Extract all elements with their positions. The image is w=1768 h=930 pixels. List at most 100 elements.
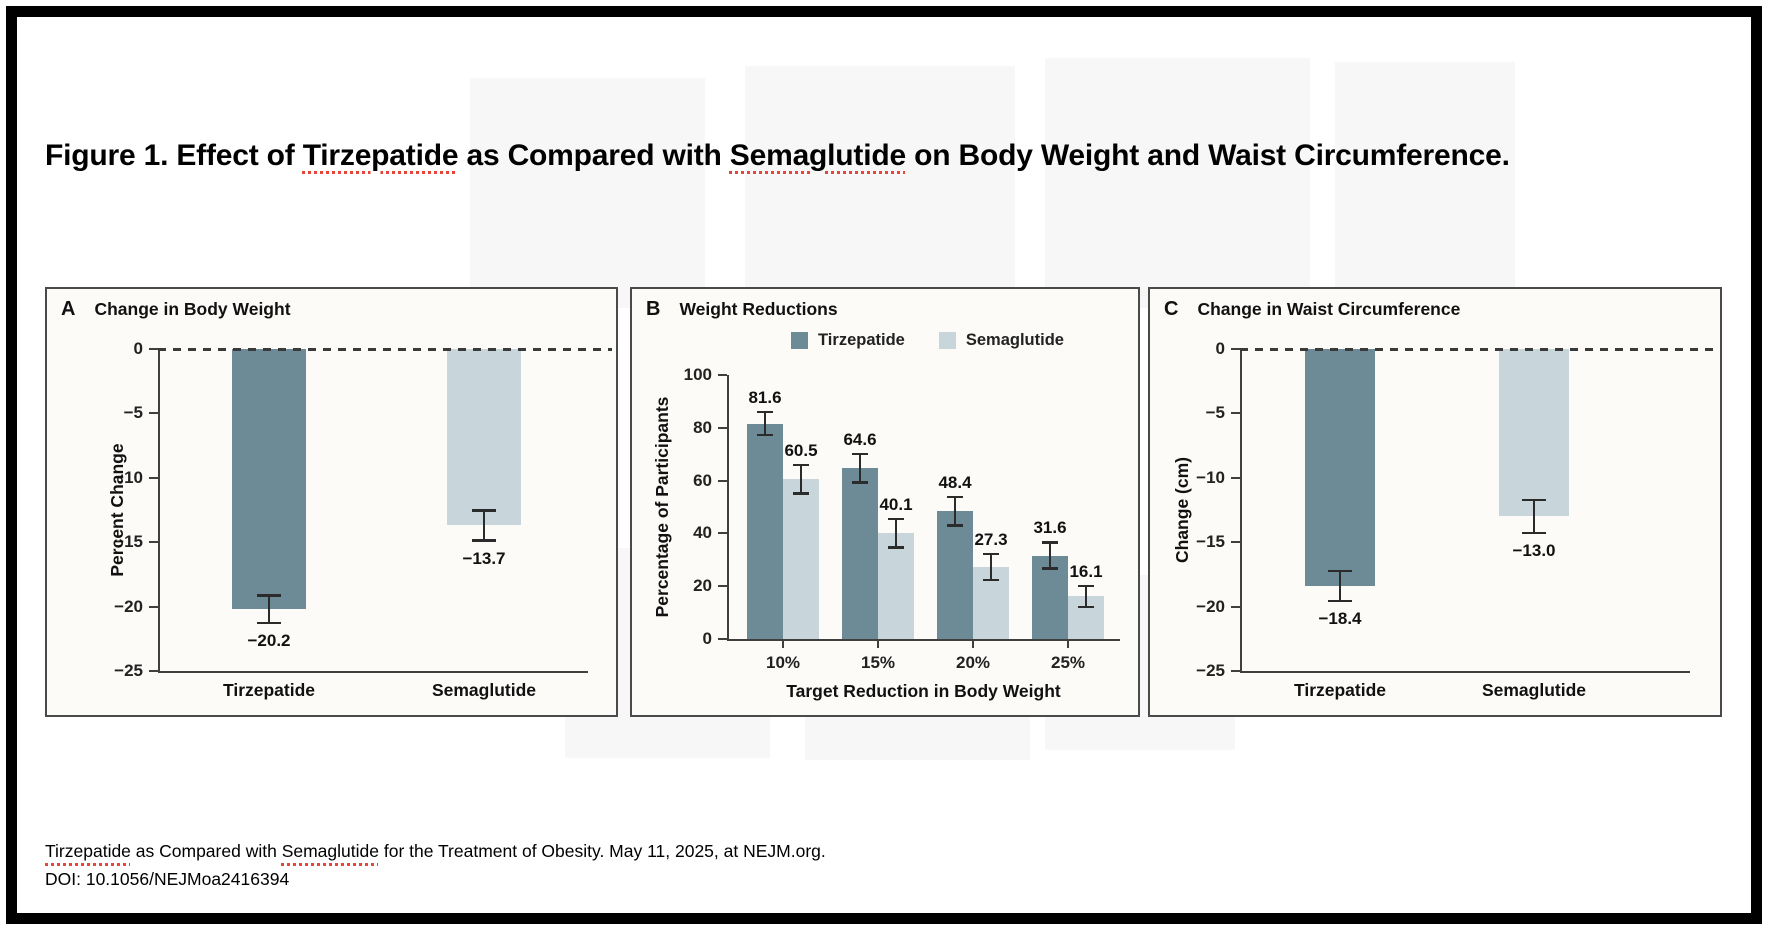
category-label: Semaglutide: [431, 680, 537, 700]
panel-c-letter: C: [1164, 298, 1179, 320]
title-text: Figure 1. Effect of: [45, 139, 303, 172]
zero-dashed-line: [1240, 347, 1716, 351]
error-bar-cap: [1522, 498, 1546, 502]
y-axis-title: Change (cm): [1172, 457, 1192, 563]
bar-tirzepatide: [937, 511, 973, 639]
title-text: on Body Weight and Waist Circumference.: [905, 139, 1510, 172]
error-bar-whisker: [800, 464, 802, 494]
y-tick: [718, 532, 727, 535]
y-tick: [718, 479, 727, 482]
legend-item: Tirzepatide: [791, 331, 905, 350]
panel-b-title: Weight Reductions: [679, 299, 838, 319]
y-tick-label: 80: [693, 417, 712, 437]
panel-c-header: C Change in Waist Circumference: [1164, 298, 1460, 321]
x-tick: [1067, 641, 1069, 648]
panel-c-chart: 0 −5 −10 −15 −20 −25 −18.4 Tirzepatide −13.0 Sema…: [1150, 289, 1720, 715]
bar-semaglutide: [1499, 349, 1569, 517]
error-bar-cap: [1522, 531, 1546, 535]
x-tick: [782, 641, 784, 648]
y-tick: [149, 412, 158, 415]
error-bar-whisker: [764, 411, 766, 436]
panel-b-chart: 0 20 40 60 80 100 81.6 64.6 48.4 31.6 60.5 40.1 27.3…: [632, 289, 1138, 715]
error-bar-whisker: [1049, 542, 1051, 569]
y-tick-label: −10: [114, 467, 143, 487]
error-bar-whisker: [895, 518, 897, 548]
y-axis-line: [158, 349, 160, 671]
y-tick: [1231, 670, 1240, 672]
value-label: −18.4: [1318, 609, 1362, 629]
panel-a-chart: 0 −5 −10 −15 −20 −25 −20.2 Tirzepatide −13.7 Sema…: [47, 289, 616, 715]
error-bar-cap: [472, 509, 496, 512]
watermark-block: [1335, 62, 1515, 310]
value-label: 64.6: [843, 429, 877, 449]
legend-label: Semaglutide: [965, 331, 1064, 349]
y-axis-title: Percent Change: [107, 443, 127, 577]
error-bar-cap: [757, 433, 773, 437]
legend-swatch-tirzepatide: [791, 332, 809, 349]
y-axis-line: [1240, 349, 1242, 671]
y-tick-label: −5: [123, 403, 143, 423]
legend: Tirzepatide Semaglutide: [727, 331, 1128, 350]
y-tick: [1231, 412, 1240, 415]
panel-a-change-in-body-weight: A Change in Body Weight 0 −5 −10 −15 −20 −25 −2…: [45, 287, 618, 717]
y-tick: [1231, 476, 1240, 479]
error-bar-cap: [947, 495, 963, 499]
citation-text: as Compared with: [130, 841, 282, 861]
figure-title: Figure 1. Effect of Tirzepatide as Compa…: [45, 139, 1510, 173]
error-bar-whisker: [1085, 585, 1087, 608]
value-label: 40.1: [879, 494, 913, 514]
watermark-block: [745, 66, 1015, 311]
y-tick: [718, 585, 727, 588]
bar-tirzepatide: [232, 349, 306, 610]
citation-text: for the Treatment of Obesity. May 11, 20…: [378, 841, 826, 861]
value-label: 31.6: [1033, 518, 1067, 538]
y-tick: [718, 638, 727, 640]
y-tick: [149, 670, 158, 672]
error-bar-cap: [852, 481, 868, 484]
bar-semaglutide: [878, 533, 914, 639]
error-bar-cap: [257, 594, 281, 597]
error-bar-cap: [852, 452, 868, 456]
y-tick: [149, 605, 158, 608]
y-tick-label: 100: [683, 365, 712, 384]
y-axis-line: [727, 375, 729, 639]
value-label: −13.7: [462, 548, 506, 568]
error-bar-cap: [1078, 584, 1094, 588]
value-label: 60.5: [784, 440, 818, 460]
watermark-block: [1045, 58, 1310, 308]
y-tick-label: 0: [133, 339, 143, 358]
error-bar-cap: [947, 524, 963, 527]
y-tick-label: −25: [1196, 661, 1225, 680]
y-tick: [1231, 605, 1240, 608]
error-bar-cap: [1042, 567, 1058, 570]
y-axis-title: Percentage of Participants: [652, 396, 672, 618]
error-bar-cap: [1328, 569, 1352, 573]
bar-tirzepatide: [842, 468, 878, 639]
y-tick-label: −10: [1196, 467, 1225, 487]
error-bar-cap: [757, 410, 773, 414]
panel-b-weight-reductions: B Weight Reductions 0 20 40 60 80 100 81.6 64.6 4…: [630, 287, 1140, 717]
x-tick: [877, 641, 879, 648]
category-label: 15%: [860, 653, 896, 672]
citation-drug-name-spellchecked: Semaglutide: [281, 841, 379, 861]
y-tick: [1231, 541, 1240, 544]
panel-a-letter: A: [61, 298, 76, 320]
footer-citation: Tirzepatide as Compared with Semaglutide…: [45, 841, 826, 862]
error-bar-cap: [1042, 541, 1058, 544]
panel-a-header: A Change in Body Weight: [61, 298, 291, 321]
x-axis-title: Target Reduction in Body Weight: [786, 681, 1061, 701]
category-label: Semaglutide: [1481, 680, 1587, 700]
x-tick: [972, 641, 974, 648]
footer-doi: DOI: 10.1056/NEJMoa2416394: [45, 869, 290, 889]
citation-drug-name-spellchecked: Tirzepatide: [45, 841, 131, 861]
error-bar-whisker: [483, 510, 485, 541]
panel-b-header: B Weight Reductions: [646, 298, 838, 321]
error-bar-cap: [888, 546, 904, 549]
title-drug-name-spellchecked: Tirzepatide: [302, 139, 459, 172]
category-label: 25%: [1050, 653, 1086, 672]
value-label: 27.3: [974, 529, 1008, 549]
y-tick-label: 20: [693, 576, 712, 596]
y-tick: [718, 374, 727, 376]
y-tick: [149, 348, 158, 350]
title-text: as Compared with: [458, 139, 730, 172]
